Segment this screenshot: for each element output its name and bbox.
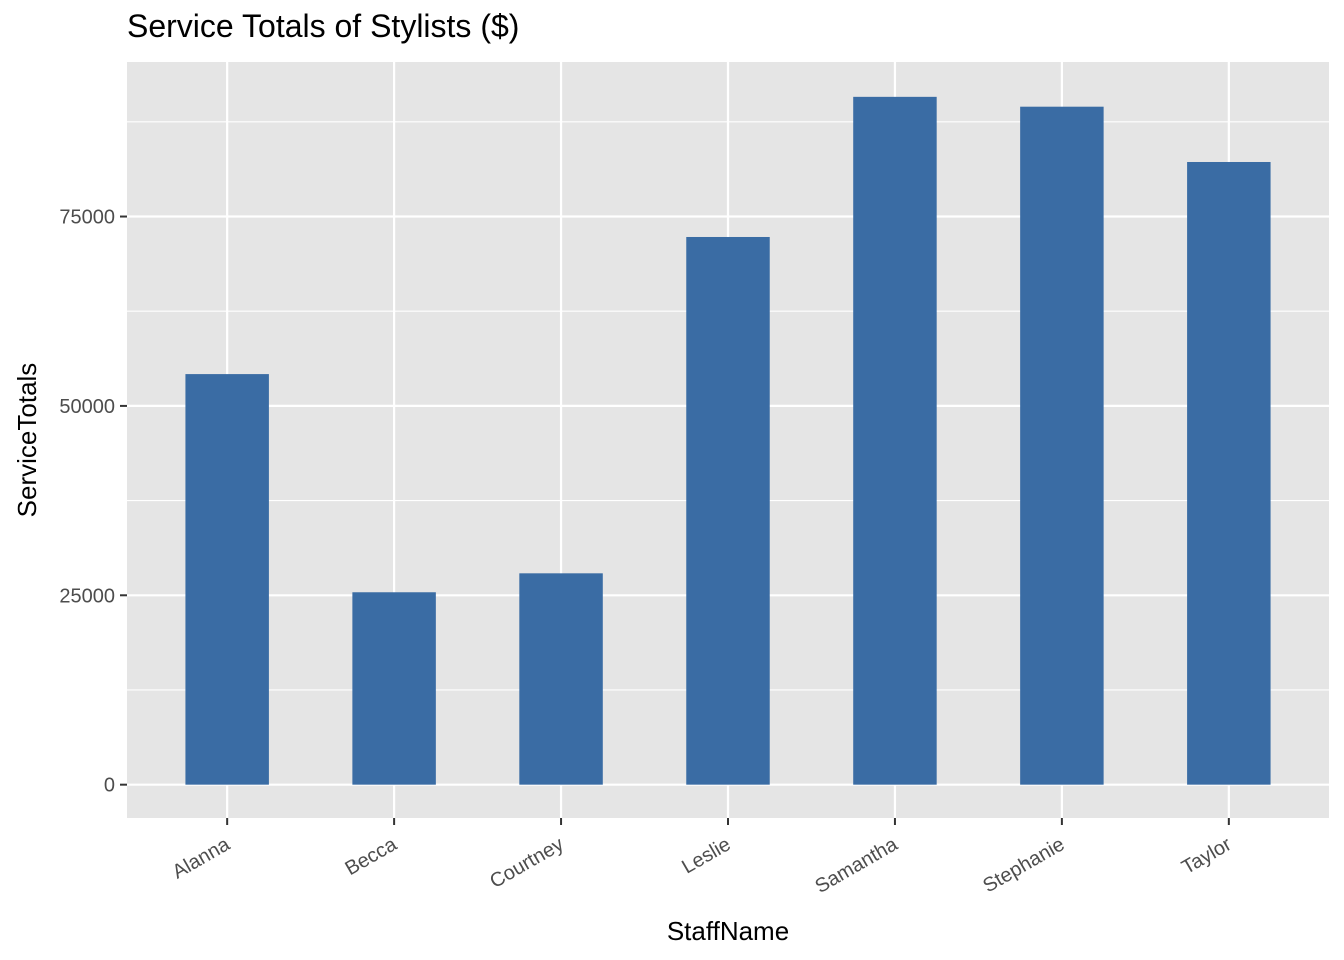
x-tick-label: Samantha: [811, 833, 902, 898]
y-axis-title: ServiceTotals: [12, 363, 42, 518]
bars: [185, 96, 1271, 785]
x-tick-label: Becca: [341, 833, 401, 880]
bar-stephanie: [1020, 106, 1104, 785]
x-tick-label: Leslie: [678, 833, 734, 878]
bar-alanna: [185, 374, 269, 785]
x-tick-label: Taylor: [1178, 833, 1235, 879]
y-tick-label: 50000: [59, 396, 115, 418]
bar-taylor: [1187, 161, 1271, 785]
bar-becca: [352, 592, 436, 785]
y-tick-label: 0: [104, 775, 115, 797]
y-tick-label: 75000: [59, 207, 115, 229]
x-tick-label: Alanna: [169, 833, 235, 884]
x-tick-label: Stephanie: [979, 833, 1068, 897]
x-axis-title: StaffName: [667, 916, 789, 946]
bar-samantha: [853, 96, 937, 785]
y-tick-label: 25000: [59, 585, 115, 607]
chart-title: Service Totals of Stylists ($): [127, 8, 520, 44]
bar-leslie: [686, 236, 770, 785]
x-tick-label: Courtney: [486, 833, 567, 893]
bar-courtney: [519, 573, 603, 785]
